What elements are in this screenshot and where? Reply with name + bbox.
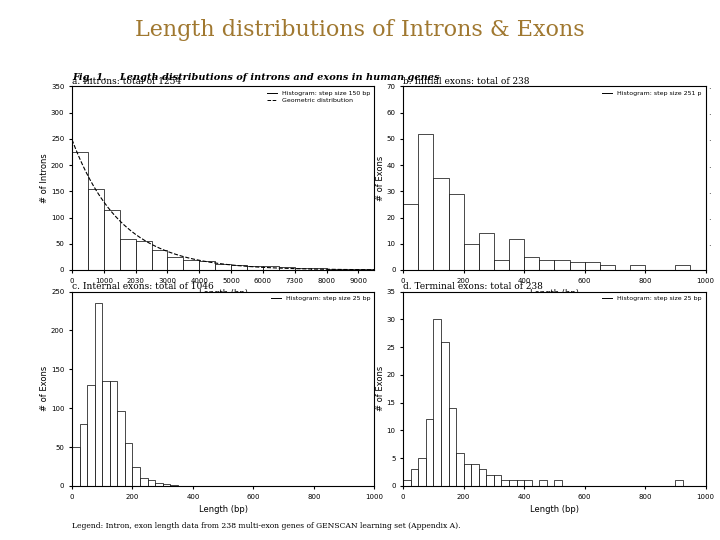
Legend: Histogram: step size 25 bp: Histogram: step size 25 bp — [601, 295, 703, 302]
Bar — [72, 447, 79, 486]
Text: Length distributions of Introns & Exons: Length distributions of Introns & Exons — [135, 19, 585, 41]
Bar — [494, 260, 509, 270]
Bar — [554, 260, 570, 270]
Y-axis label: # of Exons: # of Exons — [40, 366, 50, 411]
Text: .: . — [708, 82, 711, 91]
Bar — [456, 453, 464, 486]
Bar — [630, 265, 645, 270]
Bar — [441, 342, 449, 486]
Legend: Histogram: step size 25 bp: Histogram: step size 25 bp — [270, 295, 372, 302]
Y-axis label: # of Exons: # of Exons — [376, 366, 385, 411]
X-axis label: Length (bp): Length (bp) — [530, 505, 579, 514]
Bar — [294, 268, 311, 270]
Text: .: . — [708, 239, 711, 248]
Text: .: . — [708, 134, 711, 143]
Bar — [199, 261, 215, 270]
Bar — [79, 424, 87, 486]
Bar — [675, 265, 690, 270]
Bar — [433, 178, 449, 270]
Bar — [104, 210, 120, 270]
Bar — [464, 244, 479, 270]
Bar — [585, 262, 600, 270]
Bar — [88, 188, 104, 270]
Bar — [279, 267, 294, 270]
Bar — [247, 266, 263, 270]
Bar — [132, 467, 140, 486]
Bar — [184, 260, 199, 270]
Bar — [411, 469, 418, 486]
Bar — [517, 481, 524, 486]
Text: c. Internal exons: total of 1046: c. Internal exons: total of 1046 — [72, 282, 214, 291]
Text: .: . — [708, 160, 711, 170]
Text: b. Initial exons: total of 238: b. Initial exons: total of 238 — [403, 77, 530, 86]
Bar — [449, 194, 464, 270]
Text: Legend: Intron, exon length data from 238 multi-exon genes of GENSCAN learning s: Legend: Intron, exon length data from 23… — [72, 522, 461, 530]
Legend: Histogram: step size 150 bp, Geometric distribution: Histogram: step size 150 bp, Geometric d… — [266, 90, 372, 104]
Bar — [426, 420, 433, 486]
Bar — [102, 381, 110, 486]
X-axis label: Length (bp): Length (bp) — [199, 289, 248, 298]
Bar — [479, 469, 487, 486]
Legend: Histogram: step size 251 p: Histogram: step size 251 p — [601, 90, 703, 97]
Y-axis label: # of Exons: # of Exons — [376, 156, 385, 201]
Bar — [171, 485, 178, 486]
X-axis label: Length (bp): Length (bp) — [199, 505, 248, 514]
Text: .: . — [708, 213, 711, 222]
Bar — [449, 408, 456, 486]
Bar — [87, 385, 95, 486]
Bar — [135, 241, 152, 270]
Bar — [140, 478, 148, 486]
Bar — [168, 257, 184, 270]
Bar — [554, 481, 562, 486]
Bar — [570, 262, 585, 270]
Bar — [464, 464, 472, 486]
Bar — [433, 319, 441, 486]
Text: a. Introns: total of 1254: a. Introns: total of 1254 — [72, 77, 181, 86]
Bar — [509, 239, 524, 270]
Bar — [215, 264, 231, 270]
Bar — [343, 269, 359, 270]
Text: Fig. 1.    Length distributions of introns and exons in human genes: Fig. 1. Length distributions of introns … — [72, 73, 439, 82]
Bar — [120, 239, 135, 270]
Bar — [403, 205, 418, 270]
Bar — [231, 265, 247, 270]
Bar — [263, 266, 279, 270]
Bar — [117, 410, 125, 486]
Bar — [524, 481, 531, 486]
Bar — [156, 483, 163, 486]
Text: .: . — [708, 187, 711, 196]
Bar — [501, 481, 509, 486]
Bar — [472, 464, 479, 486]
Bar — [539, 481, 547, 486]
Text: d. Terminal exons: total of 238: d. Terminal exons: total of 238 — [403, 282, 543, 291]
Bar — [152, 250, 168, 270]
Bar — [311, 268, 327, 270]
Bar — [487, 475, 494, 486]
Text: .: . — [708, 108, 711, 117]
Bar — [494, 475, 502, 486]
Bar — [72, 152, 88, 270]
Bar — [479, 233, 494, 270]
Y-axis label: # of Introns: # of Introns — [40, 153, 50, 203]
Bar — [163, 484, 171, 486]
Bar — [148, 480, 156, 486]
Bar — [125, 443, 132, 486]
Bar — [110, 381, 117, 486]
Bar — [403, 481, 411, 486]
Bar — [524, 257, 539, 270]
Bar — [509, 481, 517, 486]
X-axis label: Length (bp): Length (bp) — [530, 289, 579, 298]
Bar — [418, 133, 433, 270]
Bar — [675, 481, 683, 486]
Bar — [418, 458, 426, 486]
Bar — [95, 303, 102, 486]
Bar — [600, 265, 615, 270]
Bar — [327, 269, 343, 270]
Bar — [539, 260, 554, 270]
